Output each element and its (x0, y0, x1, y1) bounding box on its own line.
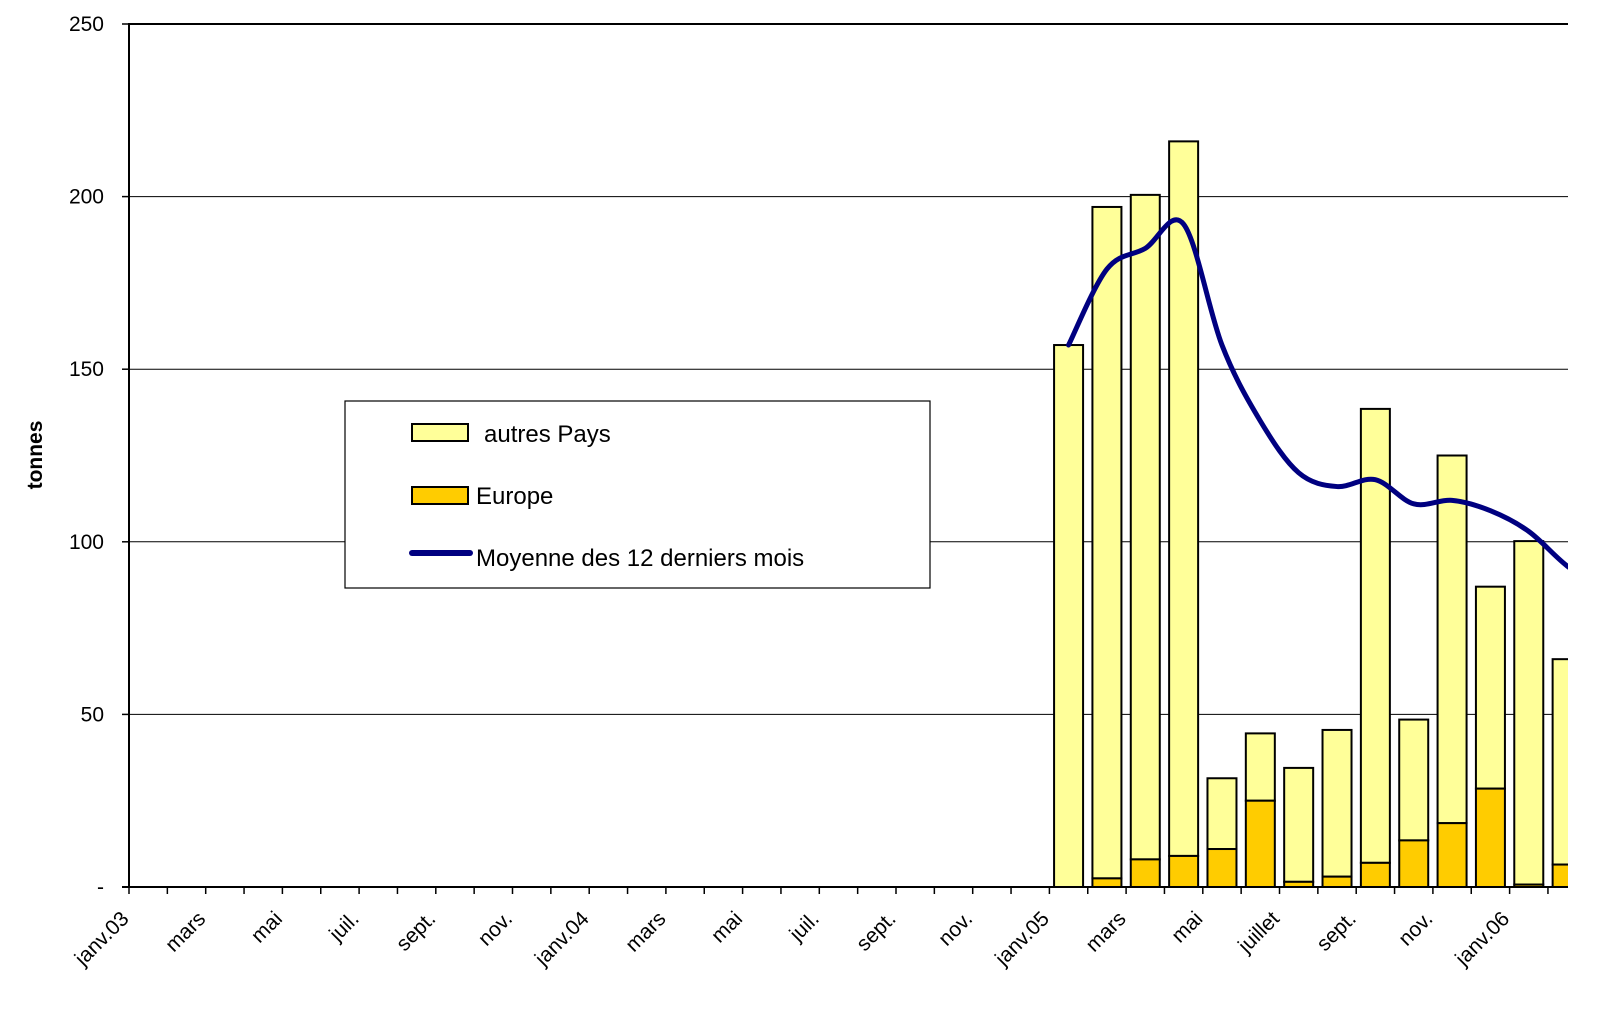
grid-lines (129, 23, 1568, 715)
bar-europe (1206, 848, 1238, 889)
x-tick-label: mars (161, 907, 210, 956)
bar-europe (1474, 787, 1506, 888)
bar-autres-pays (1551, 658, 1568, 866)
y-tick-label: 200 (69, 186, 104, 209)
legend-swatch-autres-pays (411, 423, 469, 442)
x-tick-label: juillet (1233, 907, 1284, 958)
x-tick-label: juil. (324, 907, 363, 946)
bar-europe (1551, 863, 1568, 889)
average-line-group (1066, 217, 1568, 570)
bar-europe (1398, 839, 1430, 889)
x-tick-label: nov. (474, 907, 517, 950)
legend-swatch-europe (411, 486, 469, 505)
axes (122, 23, 1568, 894)
x-tick-label: juil. (785, 907, 824, 946)
x-tick-label: janv.05 (990, 907, 1054, 971)
bar-europe (1244, 799, 1276, 889)
y-tick-label: 250 (69, 13, 104, 36)
x-tick-label: mai (707, 907, 747, 947)
bar-europe (1359, 861, 1391, 888)
bar-europe (1129, 858, 1161, 888)
x-tick-label: nov. (1394, 907, 1437, 950)
bar-autres-pays (1436, 454, 1468, 825)
bar-europe (1321, 875, 1353, 888)
bar-autres-pays (1321, 728, 1353, 878)
bar-autres-pays (1053, 344, 1085, 888)
bars (1053, 140, 1568, 889)
bar-europe (1168, 854, 1200, 889)
bar-europe (1091, 877, 1123, 888)
bar-autres-pays (1513, 540, 1545, 886)
x-tick-label: mai (247, 907, 287, 947)
bar-autres-pays (1283, 766, 1315, 883)
y-axis-label: tonnes (24, 421, 47, 490)
y-tick-label: - (97, 876, 104, 899)
bar-autres-pays (1474, 585, 1506, 790)
bar-autres-pays (1398, 718, 1430, 842)
x-tick-label: sept. (1312, 907, 1360, 955)
x-tick-label: janv.04 (530, 907, 594, 971)
legend-label-europe: Europe (476, 483, 553, 510)
x-tick-label: mars (621, 907, 670, 956)
legend: autres Pays Europe Moyenne des 12 dernie… (344, 400, 931, 589)
y-tick-label: 50 (81, 703, 104, 726)
x-tick-label: mars (1081, 907, 1130, 956)
x-tick-label: sept. (852, 907, 900, 955)
y-tick-label: 100 (69, 531, 104, 554)
bar-europe (1436, 822, 1468, 888)
bar-autres-pays (1206, 777, 1238, 851)
bar-autres-pays (1244, 732, 1276, 802)
x-tick-label: janv.06 (1450, 907, 1514, 971)
bar-autres-pays (1091, 205, 1123, 880)
x-tick-label: mai (1167, 907, 1207, 947)
x-tick-label: janv.03 (70, 907, 134, 971)
x-tick-label: sept. (392, 907, 440, 955)
x-tick-label: nov. (934, 907, 977, 950)
bar-autres-pays (1359, 407, 1391, 864)
legend-label-autres-pays: autres Pays (484, 421, 611, 448)
y-tick-label: 150 (69, 358, 104, 381)
average-line (1066, 217, 1568, 570)
bar-autres-pays (1129, 193, 1161, 861)
bar-autres-pays (1168, 140, 1200, 857)
legend-label-average: Moyenne des 12 derniers mois (476, 545, 804, 572)
